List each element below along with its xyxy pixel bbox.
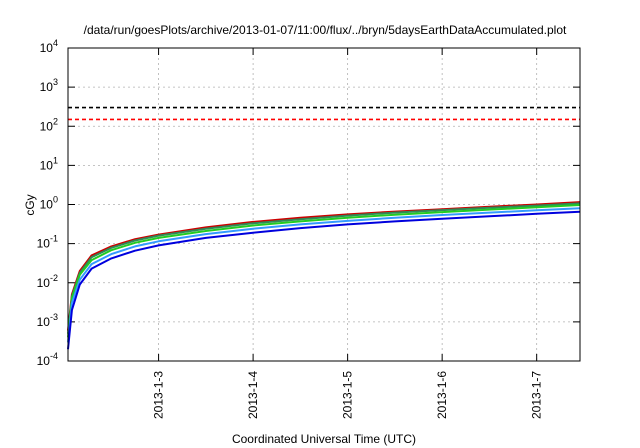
y-tick-label: 10-2 (37, 273, 58, 290)
y-tick-base: 10 (37, 276, 51, 290)
y-tick-base: 10 (37, 315, 51, 329)
x-tick-label: 2013-1-5 (341, 371, 355, 419)
y-tick-exponent: 2 (53, 116, 58, 126)
y-tick-base: 10 (40, 198, 54, 212)
y-tick-label: 10-3 (37, 312, 58, 329)
y-tick-base: 10 (40, 41, 54, 55)
y-tick-label: 103 (40, 77, 58, 94)
x-tick-label: 2013-1-3 (152, 371, 166, 419)
y-tick-exponent: 0 (53, 195, 58, 205)
y-tick-label: 101 (40, 155, 58, 172)
x-tick-label: 2013-1-6 (435, 371, 449, 419)
x-tick-label: 2013-1-4 (246, 371, 260, 419)
series-line (67, 207, 581, 343)
y-tick-label: 102 (40, 116, 58, 133)
y-tick-label: 10-1 (37, 234, 58, 251)
chart-title: /data/run/goesPlots/archive/2013-01-07/1… (84, 23, 567, 37)
y-tick-exponent: 3 (53, 77, 58, 87)
y-axis-label: cGy (23, 194, 37, 215)
plot-frame (67, 47, 581, 362)
x-axis-label: Coordinated Universal Time (UTC) (232, 432, 416, 446)
y-tick-label: 10-4 (37, 351, 58, 368)
x-ticks: 2013-1-3 2013-1-4 2013-1-5 2013-1-6 2013-1-7 (152, 48, 544, 419)
y-tick-exponent: 1 (53, 155, 58, 165)
y-tick-base: 10 (40, 80, 54, 94)
y-tick-base: 10 (37, 354, 51, 368)
y-tick-exponent: -3 (50, 312, 58, 322)
y-tick-label: 104 (40, 38, 58, 55)
x-tick-label: 2013-1-7 (530, 371, 544, 419)
y-tick-base: 10 (40, 158, 54, 172)
y-tick-exponent: -4 (50, 351, 58, 361)
y-tick-base: 10 (37, 237, 51, 251)
y-tick-exponent: 4 (53, 38, 58, 48)
series-line (67, 202, 581, 334)
y-tick-exponent: -2 (50, 273, 58, 283)
y-tick-base: 10 (40, 119, 54, 133)
series-line (67, 204, 581, 338)
y-tick-label: 100 (40, 195, 58, 212)
grid (68, 47, 580, 362)
series-lines (67, 106, 581, 350)
y-tick-exponent: -1 (50, 234, 58, 244)
series-line (67, 210, 581, 350)
series-line (67, 201, 581, 331)
